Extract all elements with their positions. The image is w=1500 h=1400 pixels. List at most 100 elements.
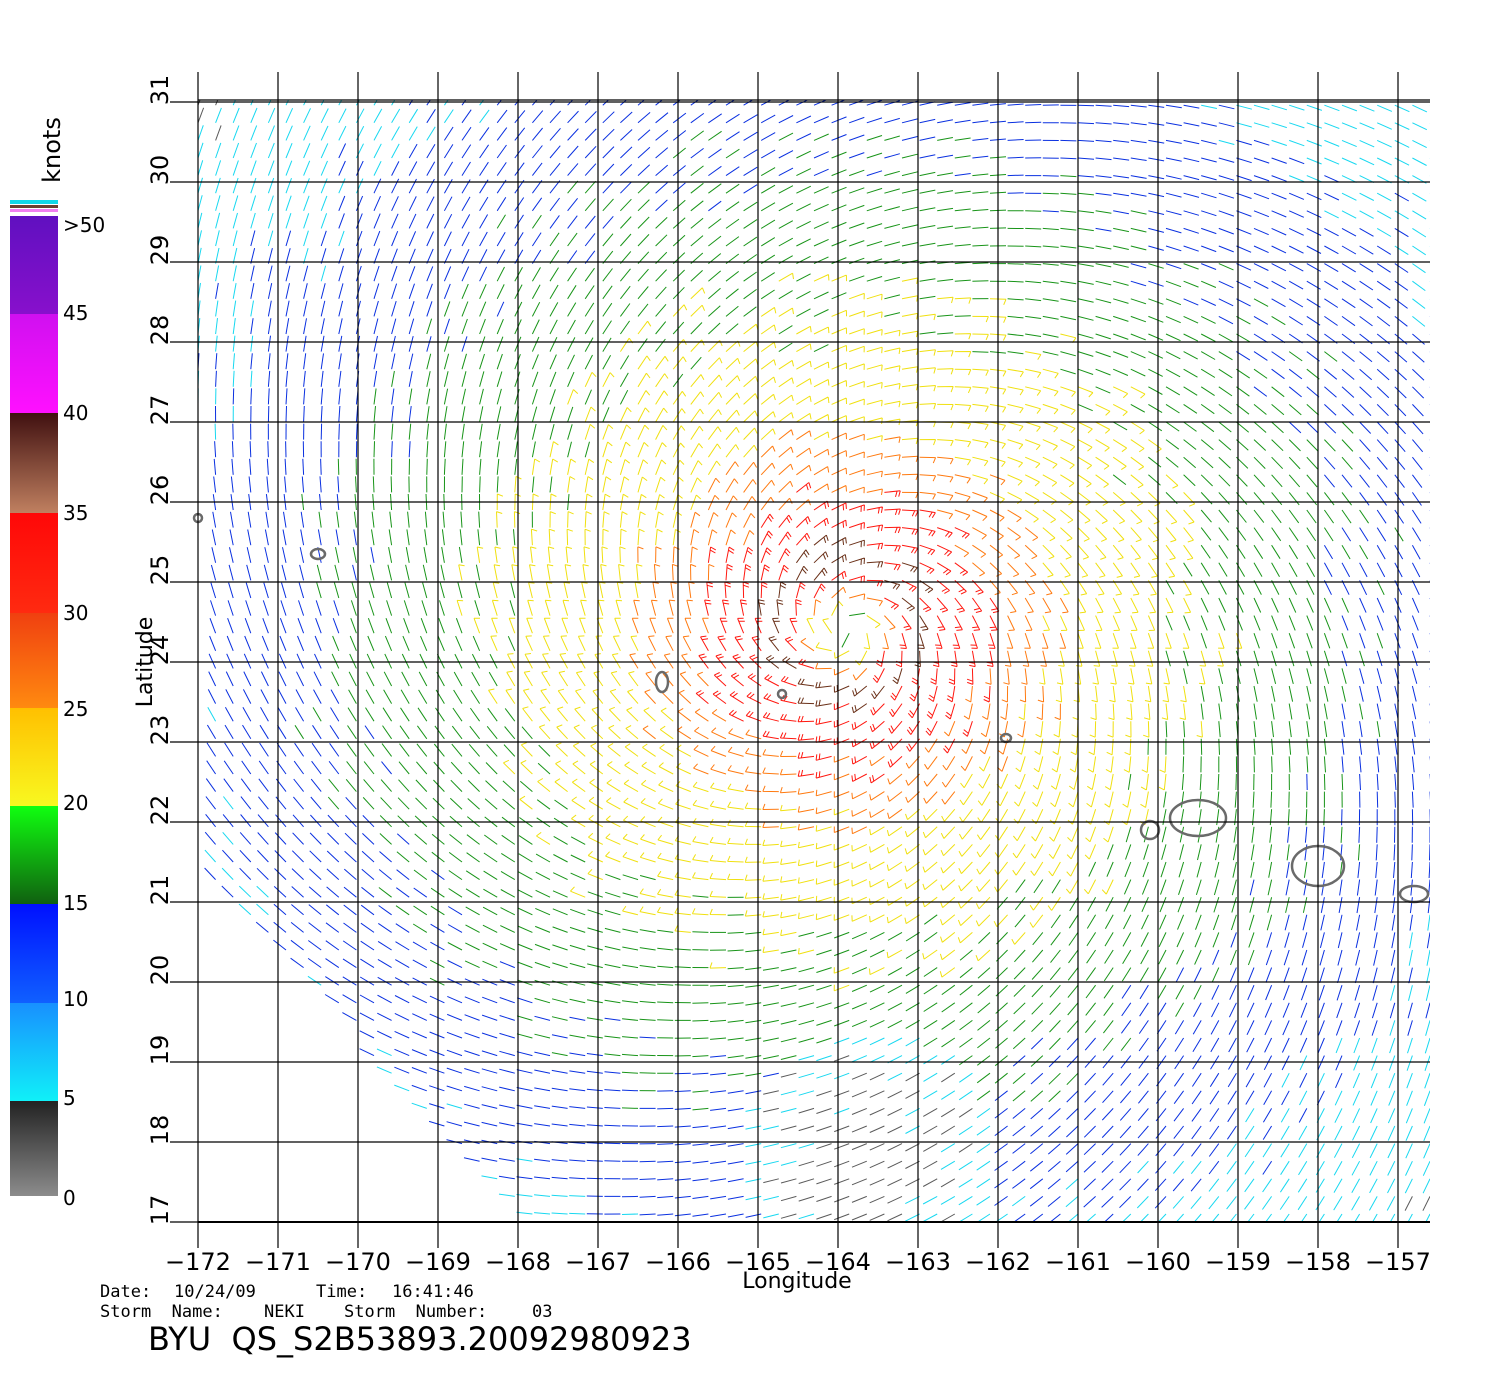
wind-barb [851,1160,867,1168]
wind-barb [481,1104,498,1109]
wind-barb [479,231,488,247]
wind-barb [1201,210,1217,217]
wind-barb [1423,1090,1430,1106]
wind-barb [798,1195,815,1202]
wind-barb [1165,509,1178,525]
wind-barb [587,850,604,863]
wind-barb [1218,175,1235,181]
wind-barb [941,1037,956,1048]
wind-barb [639,1018,656,1021]
wind-barb [486,744,498,757]
wind-barb [551,1159,568,1162]
wind-barb [996,896,1008,910]
wind-barb [709,1019,727,1023]
wind-barb [250,300,254,317]
wind-barb [1264,1002,1273,1018]
wind-barb [1032,773,1044,790]
wind-barb [530,546,537,563]
wind-barb [937,527,953,538]
wind-barb [215,177,221,194]
wind-barb [778,290,793,300]
wind-barb [690,477,702,493]
wind-barb [1029,914,1044,928]
wind-barb [1102,1090,1114,1104]
lon-tick-label: −164 [805,1248,871,1276]
wind-barb [338,143,347,159]
wind-barb [215,370,217,387]
wind-barb [437,635,445,651]
wind-barb [976,1090,991,1101]
wind-barb [1429,422,1430,423]
wind-barb [1101,1125,1114,1138]
wind-barb [396,851,410,863]
wind-barb [391,300,397,317]
wind-barb [204,867,216,880]
wind-barb [584,424,596,440]
wind-barb [1288,756,1291,773]
wind-barb [381,761,392,775]
wind-barb [1302,897,1308,913]
wind-barb [760,513,774,528]
wind-barb [743,271,757,282]
wind-barb [1271,633,1278,649]
wind-barb [1039,668,1046,685]
wind-barb [461,161,471,176]
wind-barb [277,707,287,722]
wind-barb [326,868,340,880]
wind-barb [639,1195,656,1198]
wind-barb [901,312,919,320]
wind-barb [745,710,762,722]
wind-barb [1183,298,1199,306]
wind-barb [379,851,392,863]
wind-barb [1095,227,1112,232]
wind-barb [434,725,445,740]
wind-barb [399,743,410,757]
wind-barb [1095,315,1112,322]
wind-barb [798,1178,815,1184]
wind-barb [813,551,829,564]
wind-barb [1104,949,1114,964]
wind-barb [1201,104,1218,109]
wind-barb [815,878,832,885]
wind-barb [1390,949,1396,966]
wind-barb [1077,474,1092,488]
wind-barb [496,231,506,247]
wind-barb [760,445,776,458]
wind-barb [586,1070,603,1074]
wind-barb [501,834,516,845]
wind-barb [1101,1160,1114,1173]
wind-barb [1253,703,1257,720]
wind-barb [426,336,432,352]
wind-barb [866,488,883,495]
wind-barb [708,235,722,247]
wind-barb [937,368,954,375]
wind-barb [1085,967,1097,981]
wind-barb [215,230,220,247]
wind-barb [325,958,340,969]
wind-barb [627,689,639,704]
wind-barb [298,582,305,599]
wind-barb [1284,914,1290,931]
y-axis-label: Latitude [133,617,158,708]
wind-barb [959,1002,973,1013]
wind-barb [659,744,674,757]
wind-barb [1320,914,1325,931]
lat-tick-label: 31 [146,75,174,106]
wind-barb [516,1122,533,1127]
wind-barb [813,448,830,458]
wind-barb [584,267,595,282]
wind-barb [1060,527,1073,542]
wind-barb [531,406,538,423]
wind-barb [1183,615,1191,631]
legend-band-40-45 [10,314,58,413]
wind-barb [760,411,776,423]
wind-barb [198,684,199,686]
wind-barb [892,668,903,685]
wind-barb [834,949,850,957]
wind-barb [1251,826,1255,843]
wind-barb [569,1123,586,1127]
wind-barb [727,855,744,863]
wind-barb [532,76,543,88]
wind-barb [239,849,252,863]
wind-barb [1060,386,1076,397]
